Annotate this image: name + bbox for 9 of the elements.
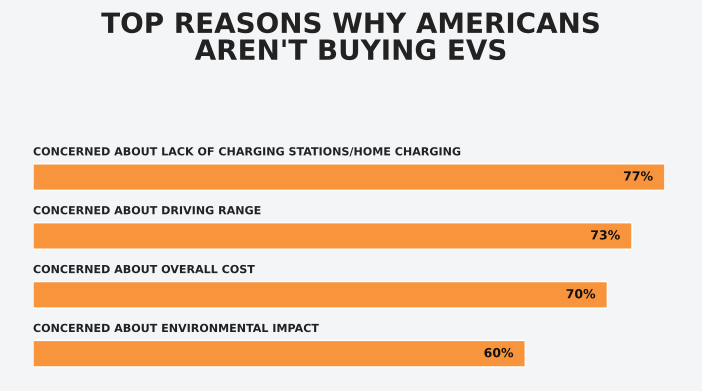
y-tick-label: CONCERNED ABOUT ENVIRONMENTAL IMPACT	[34, 324, 319, 332]
data-label: 77%	[624, 171, 653, 181]
chart-title: TOP REASONS WHY AMERICANS AREN'T BUYING EVS	[101, 12, 599, 60]
y-tick-label: CONCERNED ABOUT LACK OF CHARGING STATIONS/HOME CHARGING	[34, 147, 460, 156]
data-label: 73%	[591, 230, 620, 240]
y-tick-label: CONCERNED ABOUT DRIVING RANGE	[34, 206, 260, 214]
data-label: 70%	[566, 289, 596, 298]
data-label: 60%	[484, 348, 514, 358]
y-tick-label: CONCERNED ABOUT OVERALL COST	[34, 264, 255, 274]
